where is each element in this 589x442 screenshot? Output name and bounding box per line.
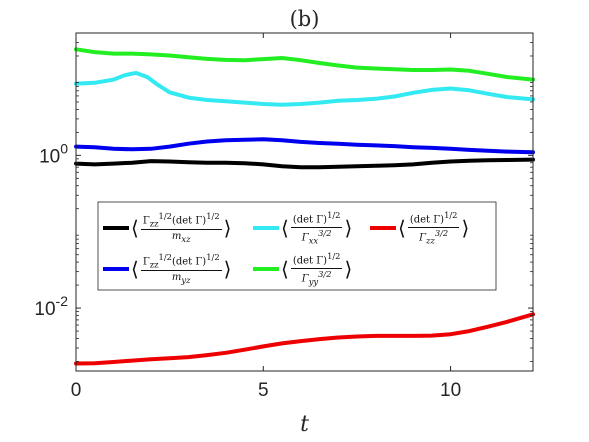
- series-line-5: [74, 312, 535, 366]
- legend-label: ⟨ (det Γ)1/2 Γzz3/2 ⟩: [398, 210, 470, 245]
- x-axis-title: t: [300, 412, 309, 437]
- x-tick-label: 5: [258, 380, 269, 401]
- axis-ticks: 0 5 10 10-2 100: [34, 32, 533, 401]
- legend-label: ⟨ Γzz1/2(det Γ)1/2 myz ⟩: [131, 252, 232, 286]
- x-tick-label: 0: [71, 380, 82, 401]
- chart-title: (b): [290, 7, 320, 31]
- x-tick-label: 10: [440, 380, 461, 401]
- legend-label: ⟨ (det Γ)1/2 Γyy3/2 ⟩: [281, 251, 353, 286]
- series-line-4: [74, 47, 535, 82]
- plot-frame: [75, 32, 534, 372]
- plot-lines: [74, 47, 535, 366]
- series-line-2: [74, 137, 535, 155]
- series-line-3: [74, 70, 535, 107]
- y-tick-label: 10-2: [34, 293, 68, 320]
- y-tick-label: 100: [39, 140, 68, 167]
- legend-label: ⟨ Γzz1/2(det Γ)1/2 mxz ⟩: [131, 211, 232, 245]
- legend-label: ⟨ (det Γ)1/2 Γxx3/2 ⟩: [281, 210, 353, 245]
- series-line-1: [74, 157, 535, 170]
- legend-box: [97, 201, 497, 291]
